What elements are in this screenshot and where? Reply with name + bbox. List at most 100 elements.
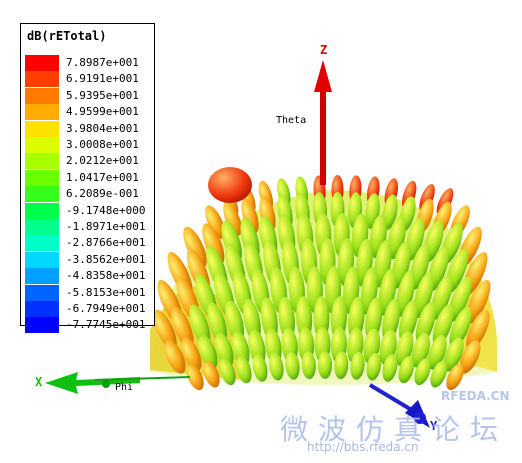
pattern-lobe: [413, 271, 434, 319]
legend-swatch: [25, 268, 59, 285]
pattern-lobe: [269, 352, 284, 381]
legend-value: -6.7949e+001: [66, 302, 146, 315]
legend-swatch: [25, 104, 59, 121]
legend-value: -1.8971e+001: [66, 220, 146, 233]
legend-value: 4.9599e+001: [66, 105, 139, 119]
y-axis-label: Y: [430, 419, 438, 433]
legend-swatch: [25, 186, 59, 203]
pattern-lobe: [241, 198, 259, 234]
pattern-lobe: [427, 335, 447, 370]
pattern-lobe: [382, 298, 401, 343]
legend-entry: 4.9599e+001: [25, 104, 151, 121]
y-axis: [368, 383, 430, 428]
pattern-lobe: [446, 363, 464, 391]
pattern-lobe: [443, 337, 464, 372]
phi-label: Phi: [115, 382, 134, 393]
legend-entry: 5.9395e+001: [25, 87, 151, 104]
legend-value: -3.8562e+001: [66, 252, 146, 266]
pattern-lobe: [183, 226, 207, 268]
z-axis-label: Z: [320, 43, 328, 57]
color-legend: dB(rETotal) 7.8987e+001 6.9191e+001 5.9395…: [20, 23, 155, 334]
pattern-lobes: [153, 167, 491, 391]
pattern-lobe: [171, 306, 194, 349]
x-axis-label: X: [35, 375, 43, 389]
legend-swatch: [25, 120, 59, 137]
legend-swatch: [25, 202, 59, 219]
pattern-lobe: [466, 309, 490, 351]
watermark-url: http://bbs.rfeda.cn: [307, 440, 419, 454]
legend-value: 6.9191e+001: [66, 72, 139, 86]
legend-swatch: [25, 301, 59, 317]
pattern-lobe: [164, 340, 186, 374]
pattern-lobe: [415, 302, 436, 345]
x-axis: [45, 372, 191, 394]
legend-value: 6.2089e-001: [66, 187, 139, 201]
legend-value: -7.7745e+001: [66, 318, 146, 332]
pattern-lobe: [301, 351, 316, 380]
legend-value: 1.0417e+001: [66, 170, 139, 184]
pattern-lobe: [465, 279, 491, 325]
pattern-lobe: [334, 351, 349, 380]
pattern-lobe: [181, 337, 202, 372]
pattern-lobe: [202, 360, 220, 388]
pattern-lobe: [430, 360, 448, 388]
legend-entry: -7.7745e+001: [25, 317, 151, 334]
legend-swatch: [25, 235, 59, 252]
pattern-lobe: [318, 351, 332, 379]
pattern-lobe: [366, 352, 382, 381]
pattern-lobe: [414, 358, 431, 386]
pattern-lobe: [153, 309, 177, 351]
legend-entry: -5.8153e+001: [25, 284, 151, 301]
pattern-lobe: [365, 297, 383, 342]
legend-entry: 3.0008e+001: [25, 137, 151, 153]
legend-swatch: [25, 71, 59, 88]
pattern-lobe: [382, 194, 398, 230]
watermark-forum-name: 微波仿真论坛: [280, 413, 509, 446]
legend-swatch: [25, 169, 59, 186]
legend-entry: 6.9191e+001: [25, 71, 151, 88]
legend-value: -4.8358e+001: [66, 269, 146, 283]
legend-entry: -1.8971e+001: [25, 219, 151, 235]
pattern-lobe: [399, 300, 418, 344]
pattern-lobe: [350, 351, 365, 380]
pattern-lobe: [252, 354, 268, 382]
pattern-lobe: [432, 304, 454, 347]
pattern-lobe: [348, 296, 365, 341]
pattern-lobe: [186, 363, 204, 391]
legend-entry: -2.8766e+001: [25, 235, 151, 252]
legend-entry: -9.1748e+000: [25, 202, 151, 219]
pattern-lobe: [395, 269, 416, 317]
pattern-lobe: [198, 335, 218, 370]
pattern-lobe: [223, 201, 242, 236]
legend-entry: 6.2089e-001: [25, 186, 151, 203]
pattern-lobe: [459, 340, 481, 374]
legend-value: -9.1748e+000: [66, 203, 146, 217]
legend-swatch: [25, 137, 59, 153]
legend-entry: 7.8987e+001: [25, 55, 151, 71]
legend-swatch: [25, 55, 59, 71]
theta-label: Theta: [276, 115, 307, 126]
pattern-lobe: [448, 276, 472, 322]
legend-entry: -6.7949e+001: [25, 301, 151, 317]
legend-swatch: [25, 284, 59, 301]
pattern-lobe: [236, 356, 252, 384]
legend-value: 5.9395e+001: [66, 88, 139, 102]
pattern-lobe: [430, 274, 453, 320]
legend-entry: -3.8562e+001: [25, 251, 151, 268]
pattern-lobe: [449, 306, 472, 349]
legend-swatch: [25, 219, 59, 235]
legend-entry: 3.9804e+001: [25, 120, 151, 137]
pattern-lobe: [231, 331, 250, 367]
pattern-lobe: [219, 358, 236, 386]
legend-entry: 1.0417e+001: [25, 169, 151, 186]
legend-value: 3.0008e+001: [66, 138, 139, 151]
pattern-lobe: [398, 356, 415, 384]
legend-value: 3.9804e+001: [66, 121, 139, 135]
pattern-lobe: [205, 205, 225, 239]
pattern-lobe: [214, 332, 234, 368]
legend-swatch: [25, 317, 59, 334]
z-axis: [314, 60, 332, 185]
legend-swatch: [25, 153, 59, 170]
main-lobe: [208, 167, 252, 203]
